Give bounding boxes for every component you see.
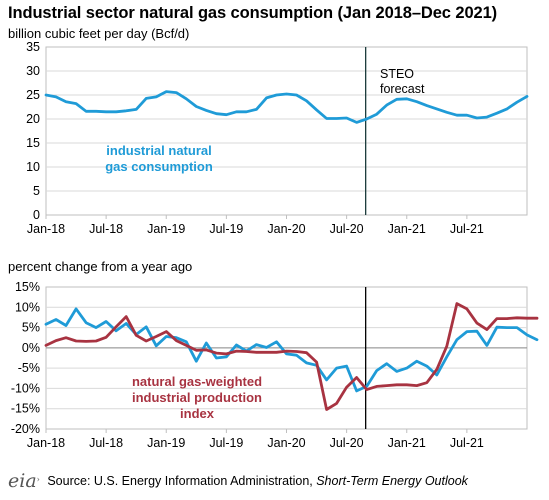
bottom-ytick-label: 10% (15, 300, 40, 314)
bottom-xtick-label: Jul-21 (450, 436, 484, 450)
top-xtick-label: Jan-20 (267, 222, 305, 236)
bottom-series-production-line (44, 302, 539, 411)
source-text: Source: U.S. Energy Information Administ… (47, 474, 317, 488)
bottom-chart-units-label: percent change from a year ago (8, 259, 193, 274)
top-ytick-label: 30 (26, 64, 40, 78)
top-ytick-label: 5 (33, 184, 40, 198)
bottom-ytick-label: -5% (18, 361, 40, 375)
top-ytick-label: 35 (26, 40, 40, 54)
bottom-ytick-label: 15% (15, 280, 40, 294)
source-publication: Short-Term Energy Outlook (316, 474, 468, 488)
bottom-ytick-label: 0% (22, 341, 40, 355)
top-xtick-label: Jul-18 (89, 222, 123, 236)
consumption-series-label: industrial natural gas consumption (105, 143, 213, 174)
top-xtick-label: Jan-19 (147, 222, 185, 236)
bottom-ytick-label: 5% (22, 321, 40, 335)
bottom-xtick-label: Jul-19 (209, 436, 243, 450)
eia-logo: eia› (8, 470, 40, 492)
top-ytick-label: 0 (33, 208, 40, 222)
percent-change-chart: 15% 10% 5% 0% -5% -10% -15% -20%Jan-18 Jul-18 Jan… (11, 280, 539, 450)
top-xtick-label: Jul-20 (330, 222, 364, 236)
production-index-series-label: natural gas-weighted industrial productio… (132, 374, 262, 421)
bottom-series-consumption-line (44, 307, 539, 393)
bottom-xtick-label: Jan-21 (388, 436, 426, 450)
bottom-xtick-label: Jul-18 (89, 436, 123, 450)
top-ytick-label: 25 (26, 88, 40, 102)
bottom-ytick-label: -10% (11, 381, 40, 395)
chart-title: Industrial sector natural gas consumptio… (8, 4, 498, 22)
top-series-consumption-line (44, 90, 529, 124)
bottom-ytick-label: -15% (11, 402, 40, 416)
bottom-xtick-label: Jan-20 (267, 436, 305, 450)
steo-forecast-label: STEO forecast (380, 67, 425, 96)
top-ytick-label: 15 (26, 136, 40, 150)
bottom-xtick-label: Jul-20 (330, 436, 364, 450)
top-xtick-label: Jul-19 (209, 222, 243, 236)
bottom-xtick-label: Jan-19 (147, 436, 185, 450)
top-ytick-label: 10 (26, 160, 40, 174)
consumption-chart: 0 5 10 15 20 25 30 35 Jan-18 Jul-18 Jan-19 Jul-19 Ja… (26, 40, 529, 236)
top-ytick-label: 20 (26, 112, 40, 126)
bottom-ytick-label: -20% (11, 422, 40, 436)
bottom-xtick-label: Jan-18 (27, 436, 65, 450)
top-plot-frame (45, 46, 528, 216)
top-xtick-label: Jan-21 (388, 222, 426, 236)
source-footer: eia› Source: U.S. Energy Information Adm… (8, 470, 468, 492)
top-chart-units-label: billion cubic feet per day (Bcf/d) (8, 26, 190, 41)
top-xtick-label: Jan-18 (27, 222, 65, 236)
top-xtick-label: Jul-21 (450, 222, 484, 236)
